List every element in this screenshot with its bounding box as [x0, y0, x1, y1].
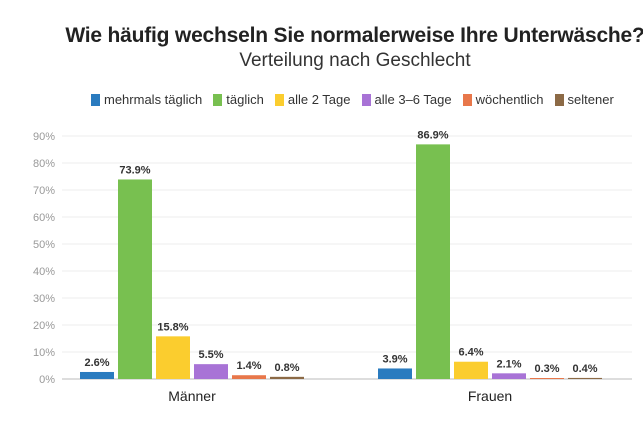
legend-label: seltener — [567, 92, 614, 107]
bar[interactable] — [80, 371, 114, 379]
data-label: 5.5% — [198, 349, 223, 361]
y-tick-label: 0% — [39, 374, 55, 386]
legend: mehrmals täglich täglich alle 2 Tage all… — [91, 92, 614, 107]
bar[interactable] — [232, 375, 266, 379]
bar[interactable] — [156, 336, 190, 379]
data-label: 0.8% — [274, 362, 299, 374]
data-label: 3.9% — [382, 353, 407, 365]
bar[interactable] — [454, 361, 488, 379]
x-category-label: Frauen — [468, 388, 512, 404]
bar[interactable] — [270, 376, 304, 379]
data-label: 0.4% — [572, 363, 597, 375]
data-label: 1.4% — [236, 360, 261, 372]
y-tick-label: 90% — [33, 131, 55, 143]
legend-item-mehrmals-taeglich[interactable]: mehrmals täglich — [91, 92, 202, 107]
data-label: 2.6% — [84, 357, 109, 369]
data-label: 86.9% — [417, 129, 448, 141]
legend-swatch — [213, 93, 223, 106]
legend-swatch — [462, 93, 472, 106]
legend-label: mehrmals täglich — [104, 92, 203, 107]
legend-swatch — [554, 93, 564, 106]
data-label: 73.9% — [119, 164, 150, 176]
legend-item-seltener[interactable]: seltener — [554, 92, 614, 107]
y-tick-label: 80% — [33, 158, 55, 170]
legend-item-taeglich[interactable]: täglich — [213, 92, 264, 107]
bar[interactable] — [530, 378, 564, 379]
legend-item-alle-3-6-tage[interactable]: alle 3–6 Tage — [361, 92, 452, 107]
legend-label: alle 2 Tage — [287, 92, 351, 107]
chart-subtitle: Verteilung nach Geschlecht — [239, 50, 471, 71]
data-label: 6.4% — [458, 347, 483, 359]
bar[interactable] — [492, 373, 526, 379]
data-label: 0.3% — [534, 363, 559, 375]
y-tick-label: 50% — [33, 239, 55, 251]
legend-item-woechentlich[interactable]: wöchentlich — [462, 92, 544, 107]
legend-swatch — [274, 93, 284, 106]
bar[interactable] — [194, 364, 228, 379]
y-tick-label: 60% — [33, 212, 55, 224]
y-tick-label: 70% — [33, 185, 55, 197]
y-tick-label: 30% — [33, 293, 55, 305]
data-label: 2.1% — [496, 358, 521, 370]
chart-title: Wie häufig wechseln Sie normalerweise Ih… — [65, 24, 643, 47]
data-label: 15.8% — [157, 321, 188, 333]
bar[interactable] — [118, 179, 152, 379]
legend-swatch — [361, 93, 371, 106]
legend-label: täglich — [226, 92, 264, 107]
y-tick-label: 20% — [33, 320, 55, 332]
legend-label: alle 3–6 Tage — [374, 92, 452, 107]
x-category-label: Männer — [168, 388, 216, 404]
bar[interactable] — [378, 368, 412, 379]
y-tick-label: 10% — [33, 347, 55, 359]
bar[interactable] — [416, 144, 450, 379]
bar[interactable] — [568, 377, 602, 379]
legend-swatch — [91, 93, 100, 106]
legend-item-alle-2-tage[interactable]: alle 2 Tage — [274, 92, 351, 107]
y-tick-label: 40% — [33, 266, 55, 278]
legend-label: wöchentlich — [475, 92, 544, 107]
